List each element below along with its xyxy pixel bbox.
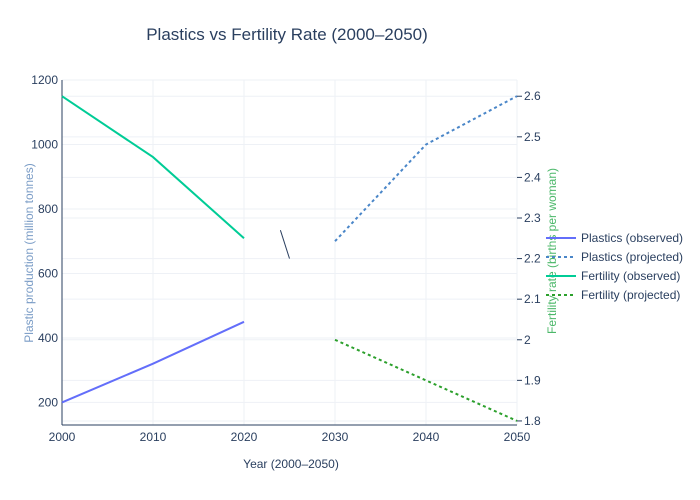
- y-left-tick-label: 600: [38, 266, 58, 280]
- axes: [61, 80, 517, 426]
- y-right-tick-label: 2.5: [524, 130, 541, 144]
- legend-item[interactable]: Fertility (projected): [546, 288, 680, 302]
- legend-label: Fertility (observed): [581, 269, 680, 283]
- legend-item[interactable]: Fertility (observed): [546, 269, 680, 283]
- legend-label: Plastics (observed): [581, 231, 683, 245]
- y-left-tick-label: 200: [38, 395, 58, 409]
- legend-label: Fertility (projected): [581, 288, 680, 302]
- ticks: 2000 2010 2020 2030 2040 2050 200 400 600 800 1000…: [31, 73, 541, 444]
- y-left-tick-label: 400: [38, 331, 58, 345]
- x-axis-title: Year (2000–2050): [243, 457, 339, 471]
- y-right-tick-label: 2.2: [524, 252, 541, 266]
- y-left-tick-label: 1200: [31, 73, 58, 87]
- y-left-tick-label: 1000: [31, 137, 58, 151]
- x-tick-label: 2040: [413, 430, 440, 444]
- x-tick-label: 2030: [322, 430, 349, 444]
- series-line-3: [61, 95, 245, 240]
- legend-label: Plastics (projected): [581, 250, 683, 264]
- y-right-tick-label: 2.6: [524, 89, 541, 103]
- x-tick-label: 2010: [140, 430, 167, 444]
- legend-item[interactable]: Plastics (projected): [546, 250, 683, 264]
- y-axis-right-title: Fertility rate (births per woman): [545, 168, 559, 334]
- x-tick-label: 2050: [504, 430, 531, 444]
- x-tick-label: 2000: [49, 430, 76, 444]
- y-right-tick-label: 2: [524, 333, 531, 347]
- y-right-tick-label: 2.1: [524, 292, 541, 306]
- legend[interactable]: Plastics (observed) Plastics (projected) F…: [546, 231, 683, 302]
- series-layer: [61, 95, 518, 422]
- y-left-tick-label: 800: [38, 202, 58, 216]
- y-right-tick-label: 1.9: [524, 373, 541, 387]
- x-tick-label: 2020: [231, 430, 258, 444]
- y-right-tick-label: 1.8: [524, 414, 541, 428]
- chart-title: Plastics vs Fertility Rate (2000–2050): [146, 25, 428, 44]
- legend-item[interactable]: Plastics (observed): [546, 231, 683, 245]
- series-line-1: [61, 320, 245, 404]
- y-axis-left-title: Plastic production (million tonnes): [22, 163, 36, 342]
- y-right-tick-label: 2.4: [524, 170, 541, 184]
- series-line-2: [334, 95, 518, 242]
- gap-marker-line: [279, 230, 290, 259]
- y-right-tick-label: 2.3: [524, 211, 541, 225]
